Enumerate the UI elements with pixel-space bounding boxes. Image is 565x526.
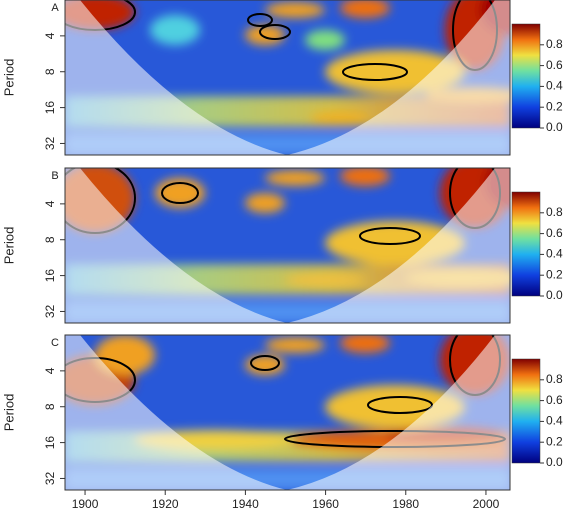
panel: 4 8 16 32 Period B 0.0 0.2 0.4 0.6 0.8: [1, 167, 563, 324]
y-tick-label: 4: [43, 200, 57, 207]
y-axis-label: Period: [1, 227, 16, 265]
heatmap-blob: [265, 170, 325, 186]
colorbar-tick-label: 0.6: [546, 226, 563, 240]
y-tick-label: 32: [43, 471, 57, 485]
colorbar-tick-label: 0.6: [546, 58, 563, 72]
plot-frame: [64, 167, 511, 324]
heatmap-blob: [340, 0, 390, 18]
y-tick-label: 8: [43, 68, 57, 75]
heatmap-blob: [285, 274, 365, 286]
x-tick-label: 1960: [312, 497, 339, 511]
panel-label: C: [51, 337, 59, 349]
contour: [342, 63, 408, 81]
contour: [367, 396, 433, 414]
contour: [250, 355, 280, 371]
y-tick-label: 4: [43, 32, 57, 39]
y-tick-label: 8: [43, 403, 57, 410]
panel: 4 8 16 32 Period A 0.0 0.2 0.4 0.6 0.8: [1, 0, 563, 156]
contour: [247, 13, 273, 27]
y-tick-label: 16: [43, 436, 57, 450]
heatmap-blob: [305, 30, 345, 50]
colorbar-tick-label: 0.0: [546, 120, 563, 134]
colorbar-tick-label: 0.2: [546, 99, 563, 113]
colorbar-tick-label: 0.8: [546, 205, 563, 219]
contour: [259, 24, 291, 40]
heatmap-blob: [150, 15, 200, 45]
x-tick-label: 1920: [152, 497, 179, 511]
cone-of-influence: [65, 0, 510, 155]
colorbar-tick-label: 0.8: [546, 372, 563, 386]
x-tick-label: 1980: [392, 497, 419, 511]
heatmap-blob: [265, 2, 325, 18]
cone-of-influence: [65, 335, 510, 490]
contour: [161, 182, 199, 204]
x-tick-label: 1900: [72, 497, 99, 511]
heatmap-blob: [245, 355, 285, 375]
heatmap-blob: [340, 168, 390, 186]
heatmap: [65, 335, 510, 490]
heatmap-blob: [245, 193, 285, 213]
y-tick-label: 4: [43, 367, 57, 374]
y-tick-label: 16: [43, 269, 57, 283]
colorbar-tick-label: 0.6: [546, 393, 563, 407]
y-axis-label: Period: [1, 59, 16, 97]
plot-frame: [64, 0, 511, 156]
heatmap: [65, 0, 510, 155]
y-tick-label: 32: [43, 136, 57, 150]
colorbar-tick-label: 0.0: [546, 288, 563, 302]
x-tick-label: 1940: [232, 497, 259, 511]
colorbar: [511, 23, 541, 129]
colorbar-tick-label: 0.0: [546, 455, 563, 469]
heatmap-blob: [245, 25, 285, 45]
colorbar-tick-label: 0.8: [546, 37, 563, 51]
heatmap: [65, 168, 510, 323]
heatmap-blob: [310, 112, 370, 124]
x-tick-label: 2000: [473, 497, 500, 511]
colorbar-tick-label: 0.4: [546, 79, 563, 93]
panel-label: A: [51, 2, 59, 14]
y-tick-label: 32: [43, 304, 57, 318]
y-tick-label: 8: [43, 236, 57, 243]
colorbar-tick-label: 0.4: [546, 247, 563, 261]
panel-label: B: [51, 170, 58, 182]
colorbar: [511, 191, 541, 297]
contour: [359, 227, 421, 245]
cone-of-influence: [65, 168, 510, 323]
y-tick-label: 16: [43, 101, 57, 115]
colorbar-tick-label: 0.2: [546, 267, 563, 281]
panel: 4 8 16 32 Period C 1900 1920 1940 1960 1980 2000 0.0…: [1, 334, 563, 511]
colorbar-tick-label: 0.4: [546, 414, 563, 428]
heatmap-blob: [95, 335, 155, 375]
heatmap-blob: [340, 335, 390, 353]
colorbar: [511, 358, 541, 464]
plot-frame: [64, 334, 511, 491]
colorbar-tick-label: 0.2: [546, 434, 563, 448]
heatmap-blob: [265, 337, 325, 353]
y-axis-label: Period: [1, 394, 16, 432]
